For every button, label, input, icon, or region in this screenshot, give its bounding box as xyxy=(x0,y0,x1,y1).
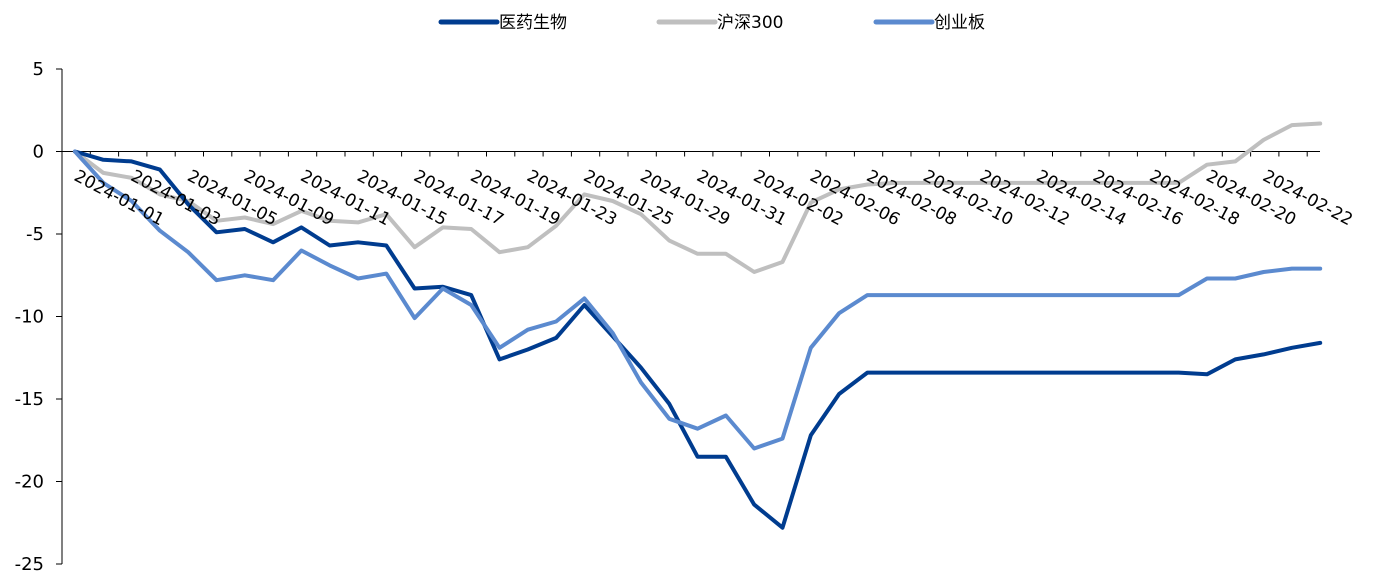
series-line-3 xyxy=(73,149,1323,451)
legend: 医药生物 沪深300 创业板 xyxy=(438,13,985,33)
legend-label-1: 医药生物 xyxy=(499,13,567,33)
y-tick-label: -25 xyxy=(15,554,44,574)
y-tick-label: 0 xyxy=(33,142,44,163)
axes xyxy=(61,69,1320,564)
y-tick-label: -15 xyxy=(15,389,44,410)
x-tick-labels: 2024-01-012024-01-032024-01-052024-01-09… xyxy=(71,166,1356,230)
y-tick-label: -10 xyxy=(15,307,44,328)
series-layer xyxy=(73,121,1323,530)
legend-label-3: 创业板 xyxy=(934,13,985,33)
legend-label-2: 沪深300 xyxy=(717,13,783,33)
x-ticks xyxy=(61,151,1308,157)
y-tick-label: -20 xyxy=(15,472,44,493)
series-line-1 xyxy=(73,149,1323,530)
y-tick-label: 5 xyxy=(33,59,44,80)
series-line-2 xyxy=(73,121,1323,274)
y-tick-label: -5 xyxy=(26,224,44,245)
y-ticks: 5 0 -5 -10 -15 -20 -25 xyxy=(15,59,62,574)
